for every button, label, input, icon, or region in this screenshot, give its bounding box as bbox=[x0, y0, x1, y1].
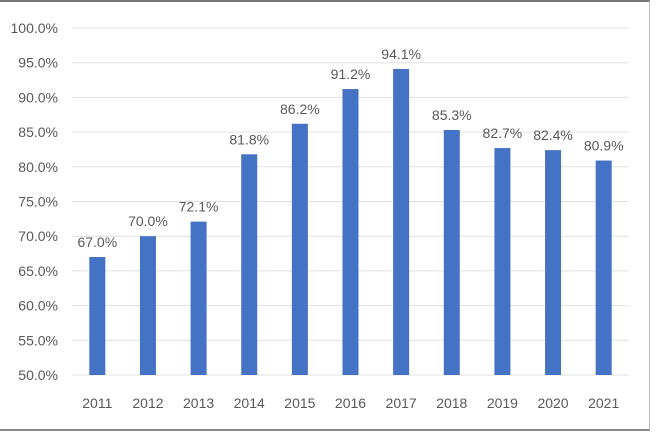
x-tick-label: 2014 bbox=[234, 395, 265, 411]
y-tick-label: 80.0% bbox=[18, 159, 58, 175]
data-label: 91.2% bbox=[331, 66, 371, 82]
y-tick-label: 55.0% bbox=[18, 332, 58, 348]
y-tick-label: 60.0% bbox=[18, 298, 58, 314]
data-label: 86.2% bbox=[280, 101, 320, 117]
bar bbox=[241, 154, 258, 375]
data-label: 82.7% bbox=[483, 125, 523, 141]
chart-frame bbox=[0, 0, 650, 431]
bar bbox=[393, 68, 410, 376]
bar bbox=[494, 148, 511, 375]
x-tick-label: 2018 bbox=[436, 395, 467, 411]
y-tick-label: 70.0% bbox=[18, 228, 58, 244]
bar bbox=[89, 257, 106, 375]
data-label: 81.8% bbox=[229, 131, 269, 147]
data-label: 82.4% bbox=[533, 127, 573, 143]
data-label: 80.9% bbox=[584, 138, 624, 154]
x-tick-label: 2011 bbox=[82, 395, 112, 411]
bar bbox=[443, 130, 460, 375]
data-label: 72.1% bbox=[179, 199, 219, 215]
bar bbox=[595, 160, 612, 375]
bar bbox=[342, 89, 359, 376]
y-tick-label: 100.0% bbox=[11, 20, 58, 36]
y-tick-label: 90.0% bbox=[18, 89, 58, 105]
x-tick-label: 2020 bbox=[537, 395, 568, 411]
bar bbox=[291, 123, 308, 375]
x-tick-label: 2015 bbox=[284, 395, 315, 411]
bar bbox=[139, 236, 156, 375]
x-tick-label: 2012 bbox=[132, 395, 163, 411]
data-label: 85.3% bbox=[432, 107, 472, 123]
data-label: 94.1% bbox=[381, 46, 421, 62]
data-label: 67.0% bbox=[77, 234, 117, 250]
y-tick-label: 85.0% bbox=[18, 124, 58, 140]
y-tick-label: 95.0% bbox=[18, 55, 58, 71]
x-tick-label: 2016 bbox=[335, 395, 366, 411]
x-tick-label: 2019 bbox=[487, 395, 518, 411]
x-tick-label: 2013 bbox=[183, 395, 214, 411]
x-tick-label: 2021 bbox=[588, 395, 619, 411]
y-tick-label: 75.0% bbox=[18, 194, 58, 210]
bar bbox=[190, 221, 207, 375]
y-tick-label: 65.0% bbox=[18, 263, 58, 279]
y-tick-label: 50.0% bbox=[18, 367, 58, 383]
x-tick-label: 2017 bbox=[386, 395, 417, 411]
data-label: 70.0% bbox=[128, 213, 168, 229]
bar bbox=[545, 150, 562, 375]
